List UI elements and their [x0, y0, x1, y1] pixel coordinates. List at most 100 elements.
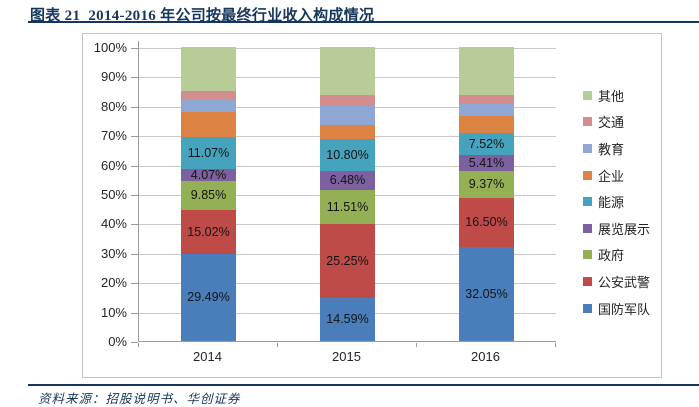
y-tick-label: 80% [100, 98, 127, 114]
y-tick-mark [131, 106, 138, 108]
segment-label: 25.25% [326, 253, 369, 268]
legend-item-其他: 其他 [583, 82, 650, 109]
segment-label: 15.02% [187, 224, 230, 239]
x-tick-mark [277, 343, 278, 347]
legend-label: 国防军队 [598, 301, 651, 317]
segment-label: 14.59% [326, 312, 369, 327]
chart-container: 29.49% 15.02% 9.85% 4.07% 11.07% 14.59% 25.25%… [82, 33, 662, 378]
bar-segment-能源: 10.80% [320, 139, 375, 171]
bar-segment-展览展示: 5.41% [459, 154, 514, 171]
y-tick-label: 50% [100, 187, 127, 202]
bar-segment-展览展示: 6.48% [320, 171, 375, 191]
stacked-bar: 14.59% 25.25% 11.51% 6.48% 10.80% [320, 47, 375, 341]
bar-segment-国防军队: 14.59% [320, 298, 375, 341]
y-tick-mark [131, 312, 138, 314]
footer-divider [28, 384, 699, 386]
bar-segment-能源: 11.07% [181, 136, 236, 170]
legend-item-交通: 交通 [583, 109, 650, 136]
stacked-bar: 29.49% 15.02% 9.85% 4.07% 11.07% [181, 47, 236, 341]
legend-label: 其他 [598, 88, 625, 104]
legend-item-政府: 政府 [583, 242, 650, 269]
legend: 其他 交通 教育 企业 能源 展览展示 政府 公安武警 国防军队 [583, 82, 650, 321]
legend-marker [583, 90, 592, 100]
segment-label: 10.80% [326, 147, 369, 162]
segment-label: 5.41% [468, 155, 505, 170]
legend-item-展览展示: 展览展示 [583, 215, 650, 242]
segment-label: 29.49% [187, 290, 230, 305]
legend-marker [583, 143, 592, 153]
bar-segment-其他 [320, 47, 375, 96]
segment-label: 9.85% [190, 188, 227, 203]
legend-marker [583, 250, 592, 260]
y-tick-label: 20% [100, 275, 127, 291]
segment-label: 9.37% [468, 177, 505, 192]
x-axis-label: 2016 [471, 349, 500, 364]
bar-segment-政府: 9.85% [181, 181, 236, 211]
legend-item-企业: 企业 [583, 162, 650, 189]
legend-marker [583, 276, 592, 286]
legend-marker [583, 223, 592, 233]
bar-segment-教育 [320, 105, 375, 125]
legend-label: 政府 [598, 248, 625, 264]
y-tick-mark [131, 253, 138, 255]
y-tick-mark [131, 136, 138, 138]
x-axis-label: 2014 [193, 349, 222, 364]
bar-segment-企业 [320, 124, 375, 140]
legend-label: 教育 [598, 141, 625, 157]
y-tick-label: 100% [93, 40, 127, 55]
segment-label: 11.51% [326, 199, 369, 214]
segment-label: 32.05% [465, 286, 508, 301]
y-tick-mark [131, 224, 138, 226]
bar-segment-其他 [181, 47, 236, 92]
x-tick-mark [138, 343, 139, 347]
source-note: 资料来源：招股说明书、华创证券 [38, 392, 241, 406]
legend-item-国防军队: 国防军队 [583, 295, 650, 322]
bar-segment-能源: 7.52% [459, 132, 514, 155]
bar-segment-公安武警: 25.25% [320, 223, 375, 299]
bar-segment-国防军队: 32.05% [459, 246, 514, 341]
legend-label: 企业 [598, 168, 625, 184]
bar-segment-国防军队: 29.49% [181, 254, 236, 341]
bar-segment-交通 [181, 91, 236, 99]
figure-title: 图表 21 2014-2016 年公司按最终行业收入构成情况 [30, 8, 375, 24]
bar-segment-交通 [459, 95, 514, 105]
y-tick-label: 60% [100, 157, 127, 173]
legend-marker [583, 197, 592, 207]
y-axis-line-extension [138, 41, 139, 48]
y-tick-label: 70% [100, 128, 127, 144]
bar-segment-教育 [181, 98, 236, 113]
x-tick-mark [416, 343, 417, 347]
y-tick-label: 0% [108, 334, 127, 349]
bar-segment-其他 [459, 47, 514, 95]
y-tick-label: 40% [100, 216, 127, 232]
legend-label: 展览展示 [598, 221, 651, 237]
segment-label: 16.50% [465, 215, 508, 230]
segment-label: 11.07% [187, 145, 230, 160]
x-tick-mark [555, 343, 556, 347]
segment-label: 6.48% [329, 173, 366, 188]
legend-marker [583, 303, 592, 313]
segment-label: 7.52% [468, 136, 505, 151]
y-tick-mark [131, 283, 138, 285]
legend-label: 交通 [598, 115, 625, 131]
stacked-bar: 32.05% 16.50% 9.37% 5.41% 7.52% [459, 47, 514, 341]
bar-segment-政府: 9.37% [459, 170, 514, 199]
legend-item-公安武警: 公安武警 [583, 268, 650, 295]
bar-segment-交通 [320, 95, 375, 106]
legend-marker [583, 170, 592, 180]
y-tick-label: 10% [100, 304, 127, 320]
y-tick-mark [131, 195, 138, 196]
title-divider [28, 21, 699, 23]
y-tick-mark [131, 48, 138, 49]
bar-segment-政府: 11.51% [320, 190, 375, 224]
legend-item-教育: 教育 [583, 135, 650, 162]
bar-segment-企业 [459, 115, 514, 133]
y-tick-label: 90% [100, 69, 127, 85]
legend-marker [583, 117, 592, 127]
x-axis-label: 2015 [332, 349, 361, 364]
bar-segment-公安武警: 15.02% [181, 210, 236, 255]
segment-label: 4.07% [190, 167, 227, 182]
legend-label: 公安武警 [598, 274, 651, 290]
bar-segment-公安武警: 16.50% [459, 198, 514, 247]
bar-segment-教育 [459, 104, 514, 116]
